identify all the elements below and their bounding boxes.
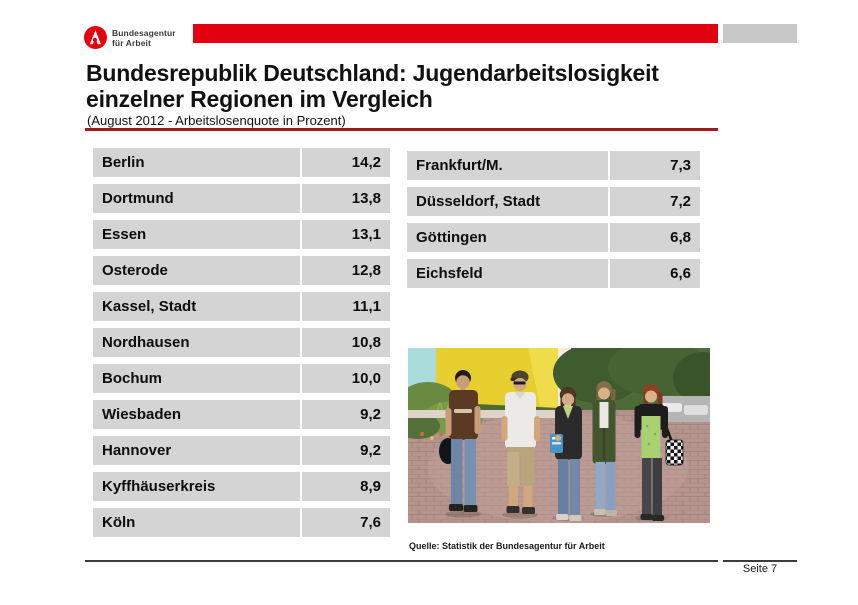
region-value-cell: 13,8 [302, 184, 390, 213]
table-row: Nordhausen 10,8 [93, 328, 392, 357]
region-name-cell: Göttingen [407, 223, 610, 252]
page-number: Seite 7 [742, 563, 778, 575]
region-name-cell: Kyffhäuserkreis [93, 472, 302, 501]
table-row: Essen 13,1 [93, 220, 392, 249]
photo-young-people [408, 348, 710, 523]
table-row: Bochum 10,0 [93, 364, 392, 393]
table-row: Dortmund 13,8 [93, 184, 392, 213]
region-value-cell: 7,6 [302, 508, 390, 537]
region-value-cell: 10,0 [302, 364, 390, 393]
table-row: Düsseldorf, Stadt 7,2 [407, 187, 702, 216]
table-row: Berlin 14,2 [93, 148, 392, 177]
footer-line [85, 560, 718, 562]
region-name-cell: Nordhausen [93, 328, 302, 357]
logo-text-line1: Bundesagentur [112, 28, 176, 38]
region-name-cell: Frankfurt/M. [407, 151, 610, 180]
header-gray-bar [723, 24, 797, 43]
page-title-line2: einzelner Regionen im Vergleich [86, 86, 433, 112]
table-row: Wiesbaden 9,2 [93, 400, 392, 429]
region-name-cell: Essen [93, 220, 302, 249]
region-name-cell: Osterode [93, 256, 302, 285]
table-row: Eichsfeld 6,6 [407, 259, 702, 288]
region-name-cell: Berlin [93, 148, 302, 177]
region-value-cell: 11,1 [302, 292, 390, 321]
logo-text: Bundesagentur für Arbeit [112, 28, 176, 48]
page-title: Bundesrepublik Deutschland: Jugendarbeit… [86, 60, 766, 112]
source-note: Quelle: Statistik der Bundesagentur für … [409, 541, 605, 551]
region-value-cell: 13,1 [302, 220, 390, 249]
region-value-cell: 10,8 [302, 328, 390, 357]
region-table-right: Frankfurt/M. 7,3 Düsseldorf, Stadt 7,2 G… [407, 151, 702, 295]
table-row: Hannover 9,2 [93, 436, 392, 465]
region-name-cell: Düsseldorf, Stadt [407, 187, 610, 216]
header-red-bar [193, 24, 718, 43]
ba-logo-icon [84, 26, 107, 49]
person-guy-brown-tshirt [439, 370, 481, 512]
region-table-left: Berlin 14,2 Dortmund 13,8 Essen 13,1 Ost… [93, 148, 392, 544]
region-value-cell: 12,8 [302, 256, 390, 285]
person-girl-checkered-bag [634, 384, 684, 521]
region-value-cell: 9,2 [302, 436, 390, 465]
region-name-cell: Eichsfeld [407, 259, 610, 288]
region-name-cell: Hannover [93, 436, 302, 465]
table-row: Kassel, Stadt 11,1 [93, 292, 392, 321]
region-value-cell: 14,2 [302, 148, 390, 177]
logo-text-line2: für Arbeit [112, 37, 151, 48]
region-value-cell: 8,9 [302, 472, 390, 501]
table-row: Frankfurt/M. 7,3 [407, 151, 702, 180]
region-name-cell: Köln [93, 508, 302, 537]
region-value-cell: 6,8 [610, 223, 700, 252]
person-girl-black-hoodie [550, 386, 582, 521]
table-row: Kyffhäuserkreis 8,9 [93, 472, 392, 501]
footer-line-right [723, 560, 797, 562]
page-title-line1: Bundesrepublik Deutschland: Jugendarbeit… [86, 60, 659, 86]
page-subtitle: (August 2012 - Arbeitslosenquote in Proz… [87, 113, 346, 128]
table-row: Köln 7,6 [93, 508, 392, 537]
region-name-cell: Kassel, Stadt [93, 292, 302, 321]
table-row: Osterode 12,8 [93, 256, 392, 285]
person-guy-white-polo [501, 370, 540, 514]
region-value-cell: 6,6 [610, 259, 700, 288]
region-name-cell: Bochum [93, 364, 302, 393]
region-value-cell: 7,2 [610, 187, 700, 216]
person-girl-green-cardigan [592, 381, 617, 516]
region-name-cell: Wiesbaden [93, 400, 302, 429]
region-name-cell: Dortmund [93, 184, 302, 213]
title-underline [85, 128, 718, 131]
region-value-cell: 9,2 [302, 400, 390, 429]
region-value-cell: 7,3 [610, 151, 700, 180]
table-row: Göttingen 6,8 [407, 223, 702, 252]
